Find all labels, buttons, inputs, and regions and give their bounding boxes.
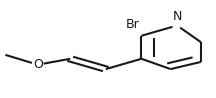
Text: O: O	[33, 58, 43, 71]
Text: N: N	[172, 10, 182, 23]
Text: Br: Br	[125, 18, 139, 31]
